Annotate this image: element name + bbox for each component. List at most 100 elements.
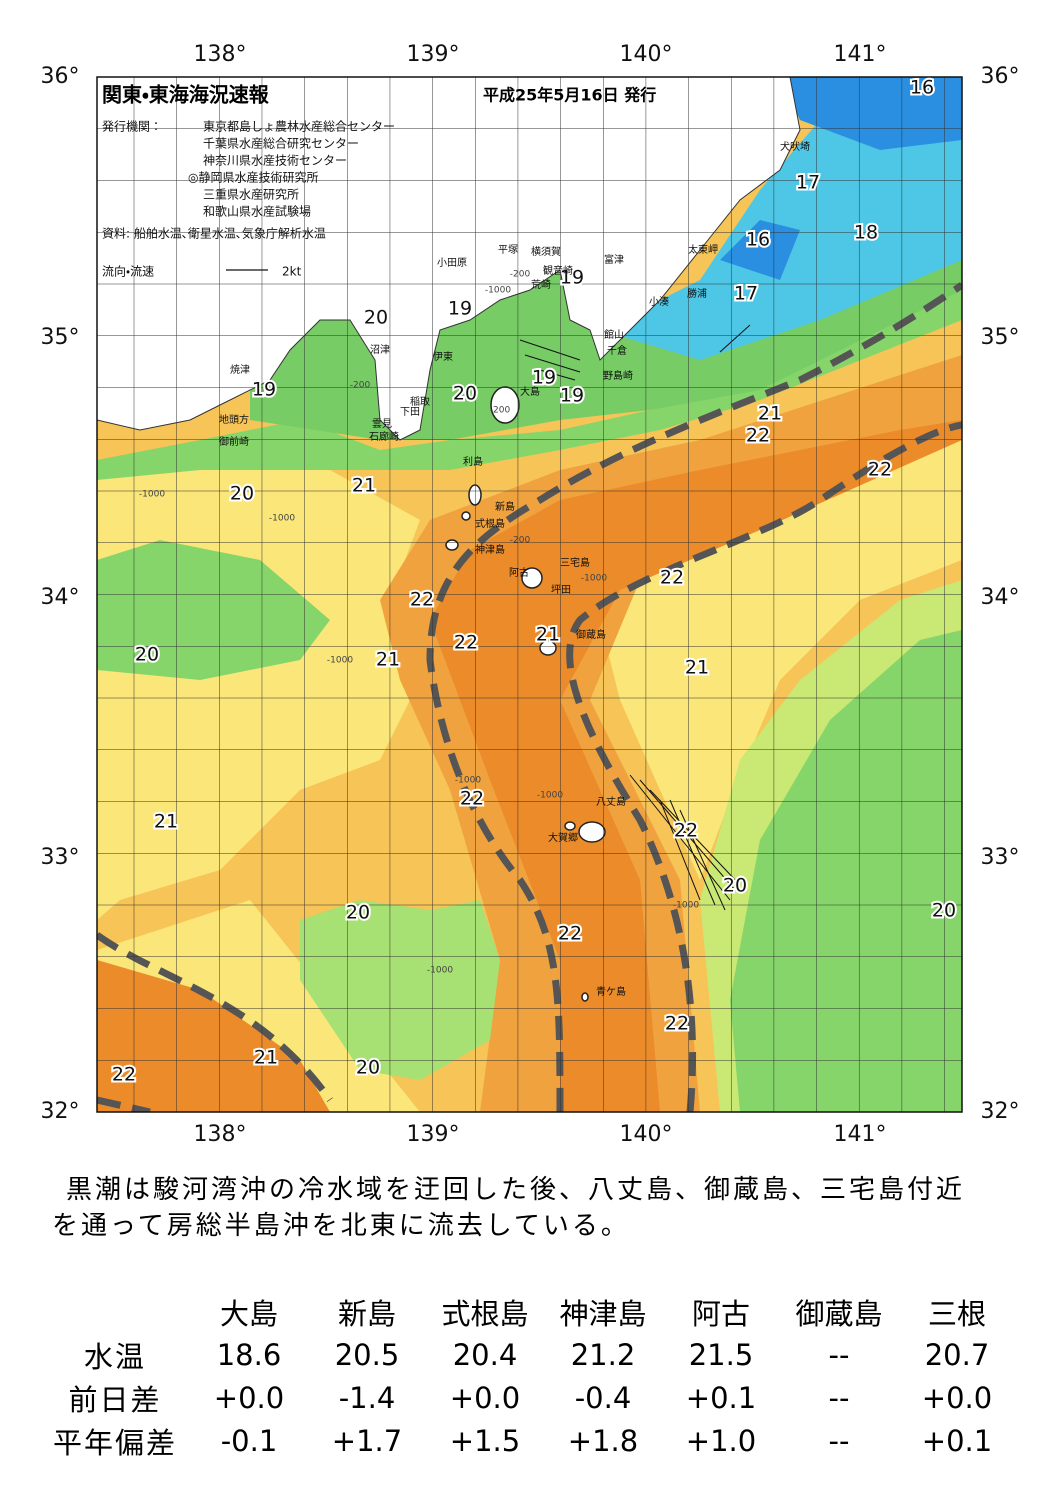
place-name: 小田原: [437, 257, 467, 269]
table-cell: +0.0: [213, 1380, 285, 1415]
temperature-label: 19: [532, 367, 556, 389]
corner: [40, 1290, 190, 1333]
place-name: 新島: [495, 500, 515, 513]
table-cell: +1.7: [331, 1423, 403, 1458]
lat-label: 33°: [41, 845, 80, 870]
table-cell: -0.4: [574, 1380, 632, 1415]
place-name: 三宅島: [560, 556, 590, 569]
temperature-label: 21: [376, 649, 400, 671]
temperature-label: 20: [453, 383, 477, 405]
table-cell: +1.5: [449, 1423, 521, 1458]
depth-label: -200: [350, 381, 371, 391]
row-label: 水温: [83, 1339, 146, 1374]
depth-label: -1000: [673, 901, 699, 911]
place-name: 犬吠埼: [780, 140, 810, 153]
temperature-label: 21: [758, 403, 782, 425]
map: 関東・東海海況速報 平成25年5月16日 発行 発行機関： 資料: 船舶水温､衛…: [41, 42, 1020, 1147]
table-cell: -0.1: [220, 1423, 278, 1458]
place-name: 御蔵島: [576, 628, 606, 641]
lon-label: 140°: [620, 42, 673, 67]
temperature-label: 19: [560, 267, 584, 289]
place-name: 石廊崎: [369, 430, 399, 443]
temperature-label: 22: [112, 1064, 136, 1086]
table-cell: 21.2: [570, 1337, 636, 1372]
place-name: 大賀郷: [548, 831, 578, 844]
temperature-label: 22: [746, 425, 770, 447]
table-cell: --: [828, 1380, 850, 1415]
place-name: 下田: [400, 407, 420, 418]
place-name: 地頭方: [219, 413, 249, 426]
place-name: 千倉: [607, 345, 627, 357]
place-name: 阿古: [509, 566, 529, 579]
place-name: 野島崎: [603, 369, 633, 382]
temperature-label: 22: [410, 589, 434, 611]
temperature-label: 21: [536, 624, 560, 646]
lon-label: 138°: [194, 42, 247, 67]
depth-label: -1000: [455, 776, 481, 786]
header-row: 大島 新島 式根島 神津島 阿古 御蔵島 三根: [40, 1290, 1016, 1333]
summary: 黒潮は駿河湾沖の冷水域を迂回した後、八丈島、御蔵島、三宅島付近 を通って房総半島…: [52, 1172, 1032, 1244]
column-header: 阿古: [691, 1296, 750, 1331]
row-label: 前日差: [68, 1382, 162, 1417]
place-name: 稲取: [410, 396, 430, 408]
temperature-label: 21: [254, 1047, 278, 1069]
temperature-label: 22: [674, 820, 698, 842]
legend-scale: 2kt: [282, 265, 302, 279]
table-cell: 20.7: [924, 1337, 990, 1372]
depth-label: -1000: [581, 574, 607, 584]
place-name: 荒崎: [531, 278, 551, 291]
table-cell: 20.5: [334, 1337, 400, 1372]
table-cell: +0.1: [921, 1423, 993, 1458]
lat-label: 34°: [981, 585, 1020, 610]
temperature-label: 20: [135, 644, 159, 666]
lon-label: 141°: [834, 1122, 887, 1147]
temperature-label: 18: [854, 222, 878, 244]
legend-label: 流向・流速: [102, 264, 154, 279]
lat-label: 35°: [981, 325, 1020, 350]
place-name: 館山: [604, 328, 624, 341]
publisher: 神奈川県水産技術センター: [203, 153, 347, 168]
place-name: 式根島: [475, 517, 505, 530]
table-cell: 21.5: [688, 1337, 754, 1372]
depth-label: -1000: [327, 656, 353, 666]
place-name: 御前崎: [219, 435, 249, 448]
lon-label: 139°: [407, 42, 460, 67]
publisher: 和歌山県水産試験場: [203, 204, 311, 219]
temperature-label: 17: [796, 172, 820, 194]
temperature-label: 22: [660, 567, 684, 589]
place-name: 横須賀: [531, 245, 561, 258]
summary-line: を通って房総半島沖を北東に流去している。: [52, 1211, 630, 1241]
table-cell: --: [828, 1423, 850, 1458]
lat-label: 36°: [981, 64, 1020, 89]
depth-label: -1000: [139, 490, 165, 500]
temperature-label: 22: [558, 923, 582, 945]
table-cell: -1.4: [338, 1380, 396, 1415]
table-row: 平年偏差 -0.1 +1.7 +1.5 +1.8 +1.0 -- +0.1: [40, 1419, 1016, 1462]
place-name: 大島: [520, 385, 540, 398]
table-cell: 20.4: [452, 1337, 518, 1372]
place-name: 雲見: [372, 418, 392, 430]
depth-label: -200: [510, 270, 531, 280]
temperature-label: 17: [734, 283, 758, 305]
lat-label: 32°: [41, 1099, 80, 1124]
sea-temperature: [97, 77, 962, 1112]
temperature-label: 20: [230, 483, 254, 505]
lon-label: 139°: [407, 1122, 460, 1147]
grid: [97, 77, 962, 1112]
place-name: 富津: [604, 253, 624, 266]
depth-label: -1000: [427, 966, 453, 976]
summary-line: 黒潮は駿河湾沖の冷水域を迂回した後、八丈島、御蔵島、三宅島付近: [66, 1175, 966, 1205]
depth-label: -200: [490, 406, 511, 416]
depth-label: -200: [510, 536, 531, 546]
depth-label: -1000: [269, 514, 295, 524]
depth-label: -1000: [537, 791, 563, 801]
temperature-label: 22: [868, 459, 892, 481]
place-name: 沼津: [370, 343, 390, 356]
temperature-label: 21: [685, 657, 709, 679]
table-cell: --: [828, 1337, 850, 1372]
table-cell: +1.0: [685, 1423, 757, 1458]
temperature-table: 大島 新島 式根島 神津島 阿古 御蔵島 三根 水温 18.6 20.5 20.4 21.2 21.5 -…: [40, 1290, 1016, 1462]
temperature-label: 22: [454, 632, 478, 654]
lat-label: 34°: [41, 585, 80, 610]
